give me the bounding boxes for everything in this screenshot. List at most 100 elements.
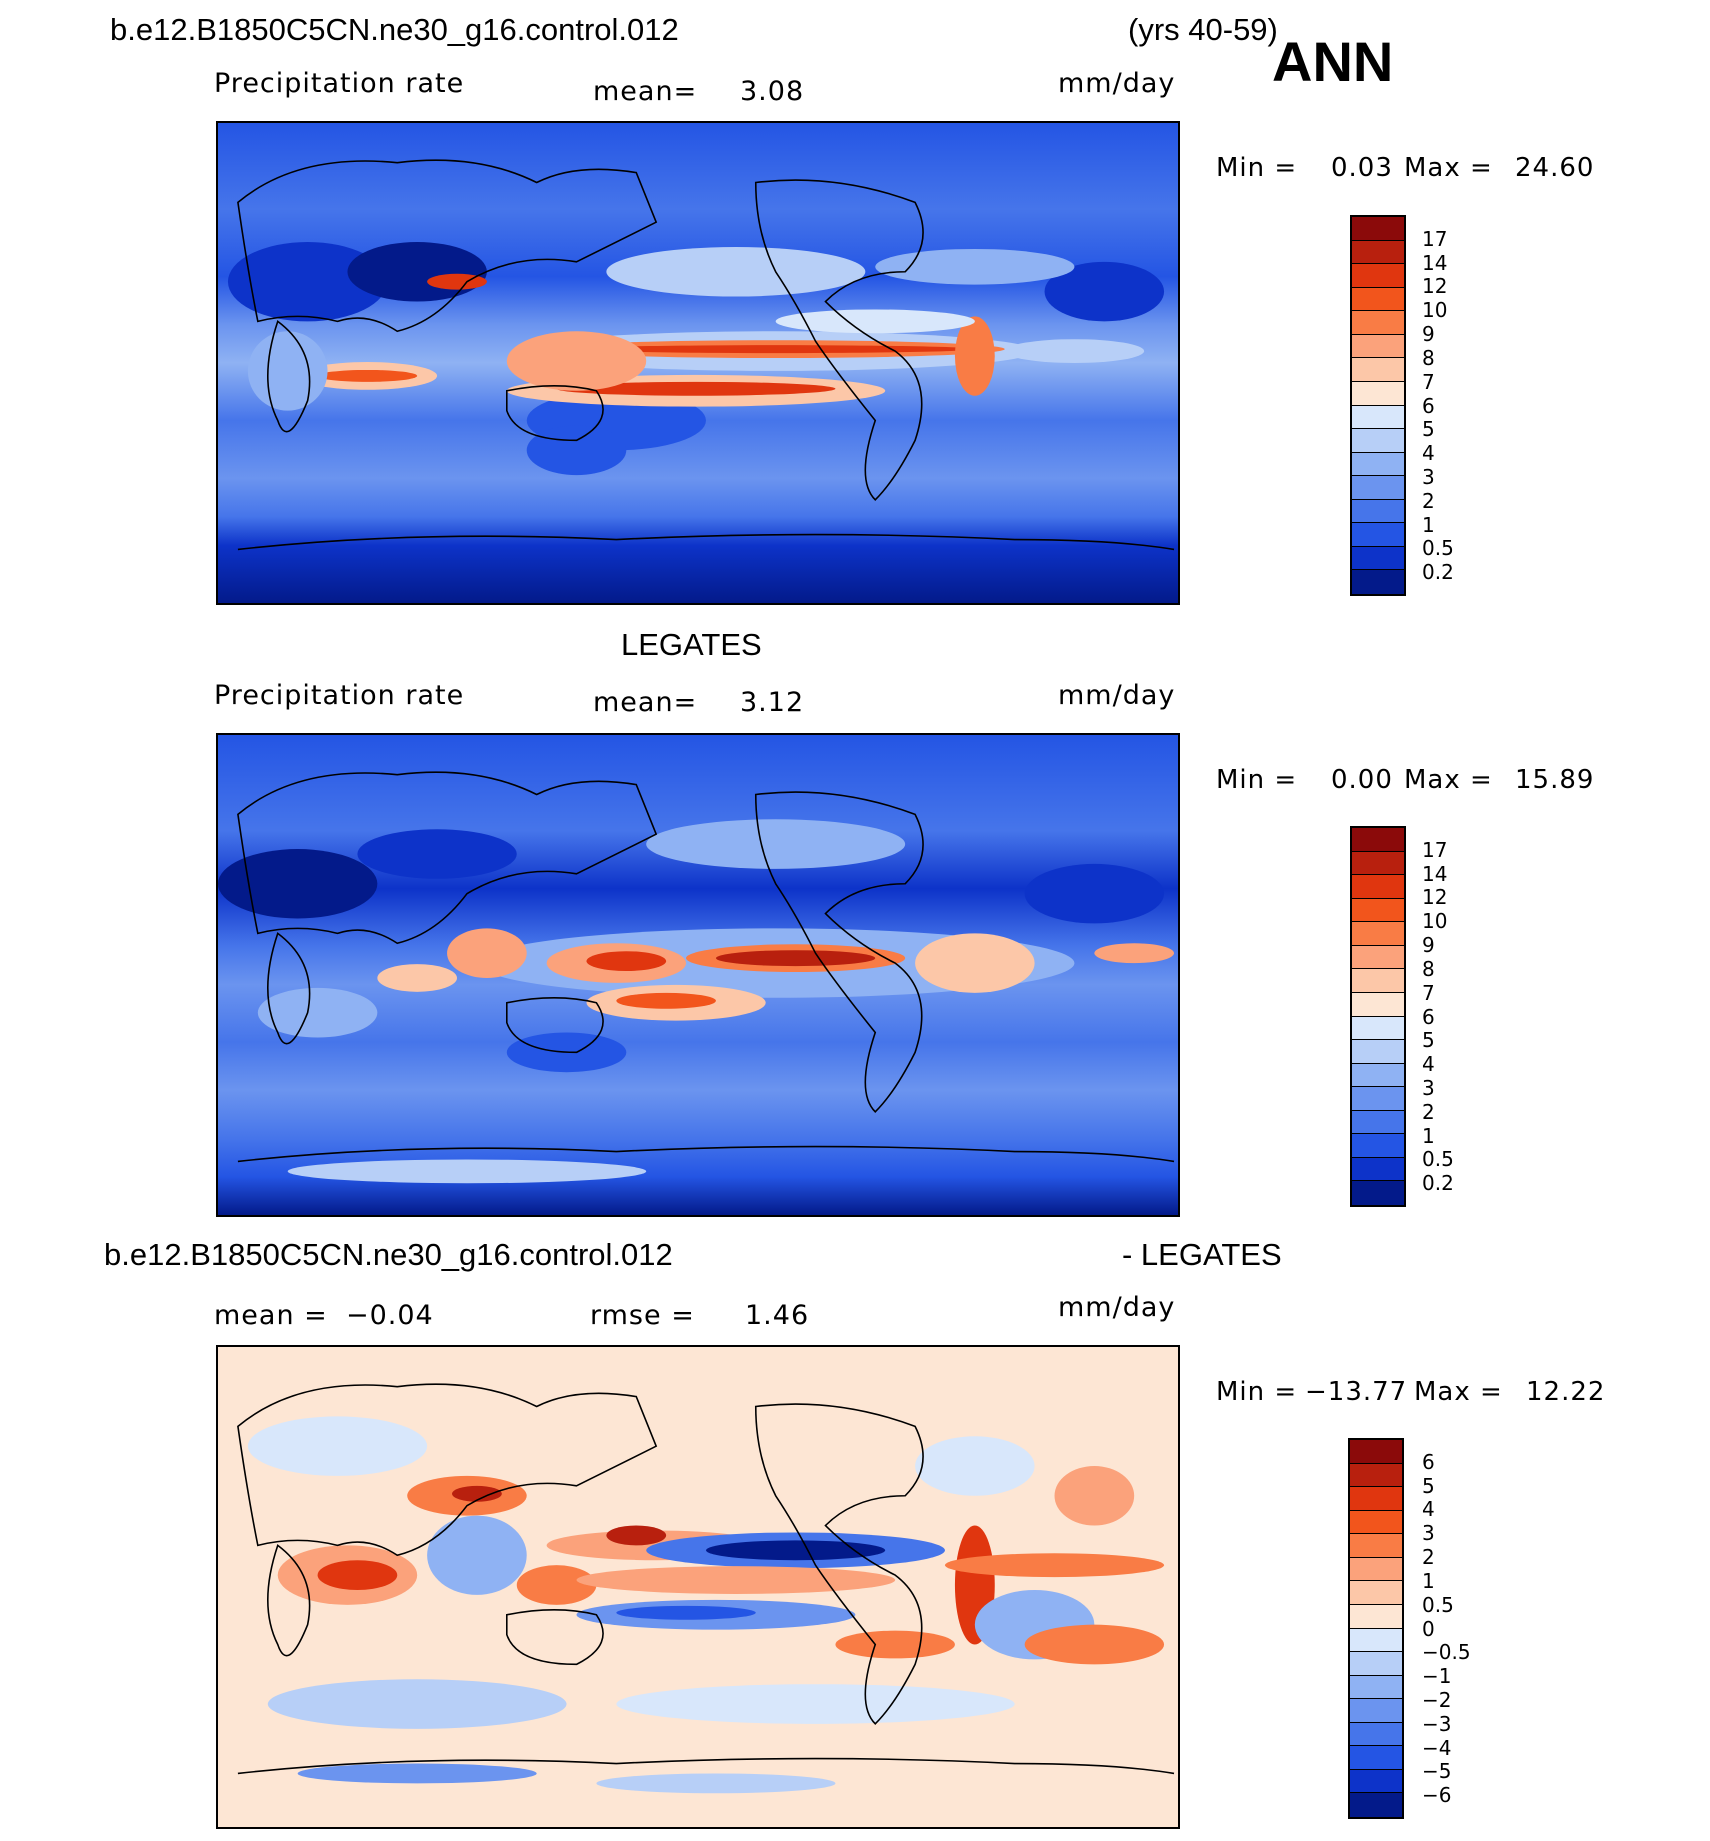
colorbar-tick-label: −0.5 [1422,1640,1471,1665]
panel3-units: mm/day [1058,1292,1176,1323]
colorbar-tick-label: 10 [1422,298,1448,323]
panel3-min-value: −13.77 [1305,1377,1408,1407]
panel2-mean-label: mean= [593,687,698,718]
panel3-rmse-value: 1.46 [745,1300,810,1331]
colorbar-cell [1350,1463,1402,1488]
colorbar-cell [1350,1628,1402,1653]
panel3-rmse-label: rmse = [590,1300,695,1331]
panel2-mean-value: 3.12 [740,687,805,718]
colorbar-cell [1352,570,1404,594]
panel2-min-value: 0.00 [1331,765,1393,795]
colorbar-cell [1352,898,1404,923]
colorbar-tick-label: 2 [1422,488,1435,513]
panel3-min-label: Min = [1216,1377,1298,1407]
colorbar-cell [1350,1487,1402,1511]
colorbar-cell [1352,240,1404,265]
colorbar-cell [1350,1440,1402,1464]
colorbar-cell [1350,1534,1402,1558]
case-name: b.e12.B1850C5CN.ne30_g16.control.012 [110,12,679,47]
panel1-min-value: 0.03 [1331,153,1393,183]
panel2-colorbar [1350,826,1406,1207]
colorbar-tick-label: 4 [1422,441,1435,466]
colorbar-tick-label: 17 [1422,226,1448,251]
colorbar-cell [1352,992,1404,1017]
panel3-difference-map [216,1345,1180,1829]
colorbar-tick-label: 1 [1422,1123,1435,1148]
colorbar-tick-label: 5 [1422,1473,1435,1498]
colorbar-tick-label: 6 [1422,1004,1435,1029]
colorbar-cell [1352,358,1404,382]
panel3-mean-label: mean = [214,1300,328,1331]
colorbar-tick-label: −5 [1422,1759,1452,1784]
colorbar-cell [1352,287,1404,312]
colorbar-tick-label: 12 [1422,274,1448,299]
colorbar-cell [1352,851,1404,876]
panel1-max-label: Max = [1404,153,1493,183]
panel2-title: LEGATES [621,627,762,662]
panel1-mean-value: 3.08 [740,76,805,107]
panel1-max-value: 24.60 [1515,153,1595,183]
colorbar-cell [1352,875,1404,899]
colorbar-cell [1350,1510,1402,1535]
panel3-max-value: 12.22 [1526,1377,1606,1407]
panel2-variable: Precipitation rate [214,680,465,711]
colorbar-tick-label: 12 [1422,885,1448,910]
panel2-min-label: Min = [1216,765,1298,795]
season-label: ANN [1272,30,1394,93]
colorbar-cell [1352,1087,1404,1111]
colorbar-tick-label: 8 [1422,345,1435,370]
colorbar-tick-label: 14 [1422,861,1448,886]
colorbar-tick-label: −1 [1422,1664,1452,1689]
colorbar-cell [1350,1746,1402,1770]
colorbar-cell [1352,381,1404,406]
colorbar-cell [1352,1110,1404,1135]
panel3-colorbar [1348,1438,1404,1819]
colorbar-cell [1350,1793,1402,1817]
colorbar-tick-label: −4 [1422,1735,1452,1760]
colorbar-tick-label: 14 [1422,250,1448,275]
colorbar-tick-label: 8 [1422,956,1435,981]
colorbar-cell [1352,922,1404,946]
panel1-mean-label: mean= [593,76,698,107]
colorbar-tick-label: 6 [1422,393,1435,418]
colorbar-cell [1350,1604,1402,1629]
panel1-colorbar [1350,215,1406,596]
panel1-colorbar-ticks: 17 14 12 10 9 8 7 6 5 4 3 2 1 0.5 0.2 [1422,215,1482,596]
colorbar-tick-label: 6 [1422,1449,1435,1474]
panel1-model-map [216,121,1180,605]
colorbar-tick-label: 2 [1422,1545,1435,1570]
colorbar-tick-label: 3 [1422,464,1435,489]
colorbar-cell [1352,311,1404,335]
colorbar-tick-label: −6 [1422,1783,1452,1808]
panel2-colorbar-ticks: 17 14 12 10 9 8 7 6 5 4 3 2 1 0.5 0.2 [1422,826,1482,1207]
panel2-map-graphic [218,735,1178,1215]
panel2-units: mm/day [1058,680,1176,711]
panel3-colorbar-ticks: 6 5 4 3 2 1 0.5 0 −0.5 −1 −2 −3 −4 −5 −6 [1422,1438,1492,1819]
colorbar-tick-label: 7 [1422,369,1435,394]
colorbar-cell [1352,217,1404,241]
colorbar-cell [1350,1652,1402,1676]
colorbar-cell [1352,405,1404,430]
colorbar-tick-label: 0.5 [1422,1147,1454,1172]
colorbar-cell [1352,476,1404,500]
colorbar-tick-label: −3 [1422,1711,1452,1736]
colorbar-cell [1352,452,1404,477]
panel1-map-graphic [218,123,1178,603]
panel3-title-left: b.e12.B1850C5CN.ne30_g16.control.012 [104,1237,673,1272]
colorbar-cell [1352,429,1404,453]
panel1-min-label: Min = [1216,153,1298,183]
colorbar-cell [1352,1181,1404,1205]
colorbar-cell [1350,1581,1402,1605]
panel2-obs-map [216,733,1180,1217]
colorbar-cell [1352,1157,1404,1182]
colorbar-cell [1352,1134,1404,1158]
panel2-max-label: Max = [1404,765,1493,795]
colorbar-tick-label: 4 [1422,1052,1435,1077]
years-label: (yrs 40-59) [1128,12,1278,47]
colorbar-cell [1352,1016,1404,1041]
colorbar-tick-label: 7 [1422,980,1435,1005]
colorbar-tick-label: 0.2 [1422,1171,1454,1196]
colorbar-tick-label: 0.2 [1422,560,1454,585]
colorbar-cell [1352,334,1404,359]
colorbar-tick-label: 3 [1422,1075,1435,1100]
